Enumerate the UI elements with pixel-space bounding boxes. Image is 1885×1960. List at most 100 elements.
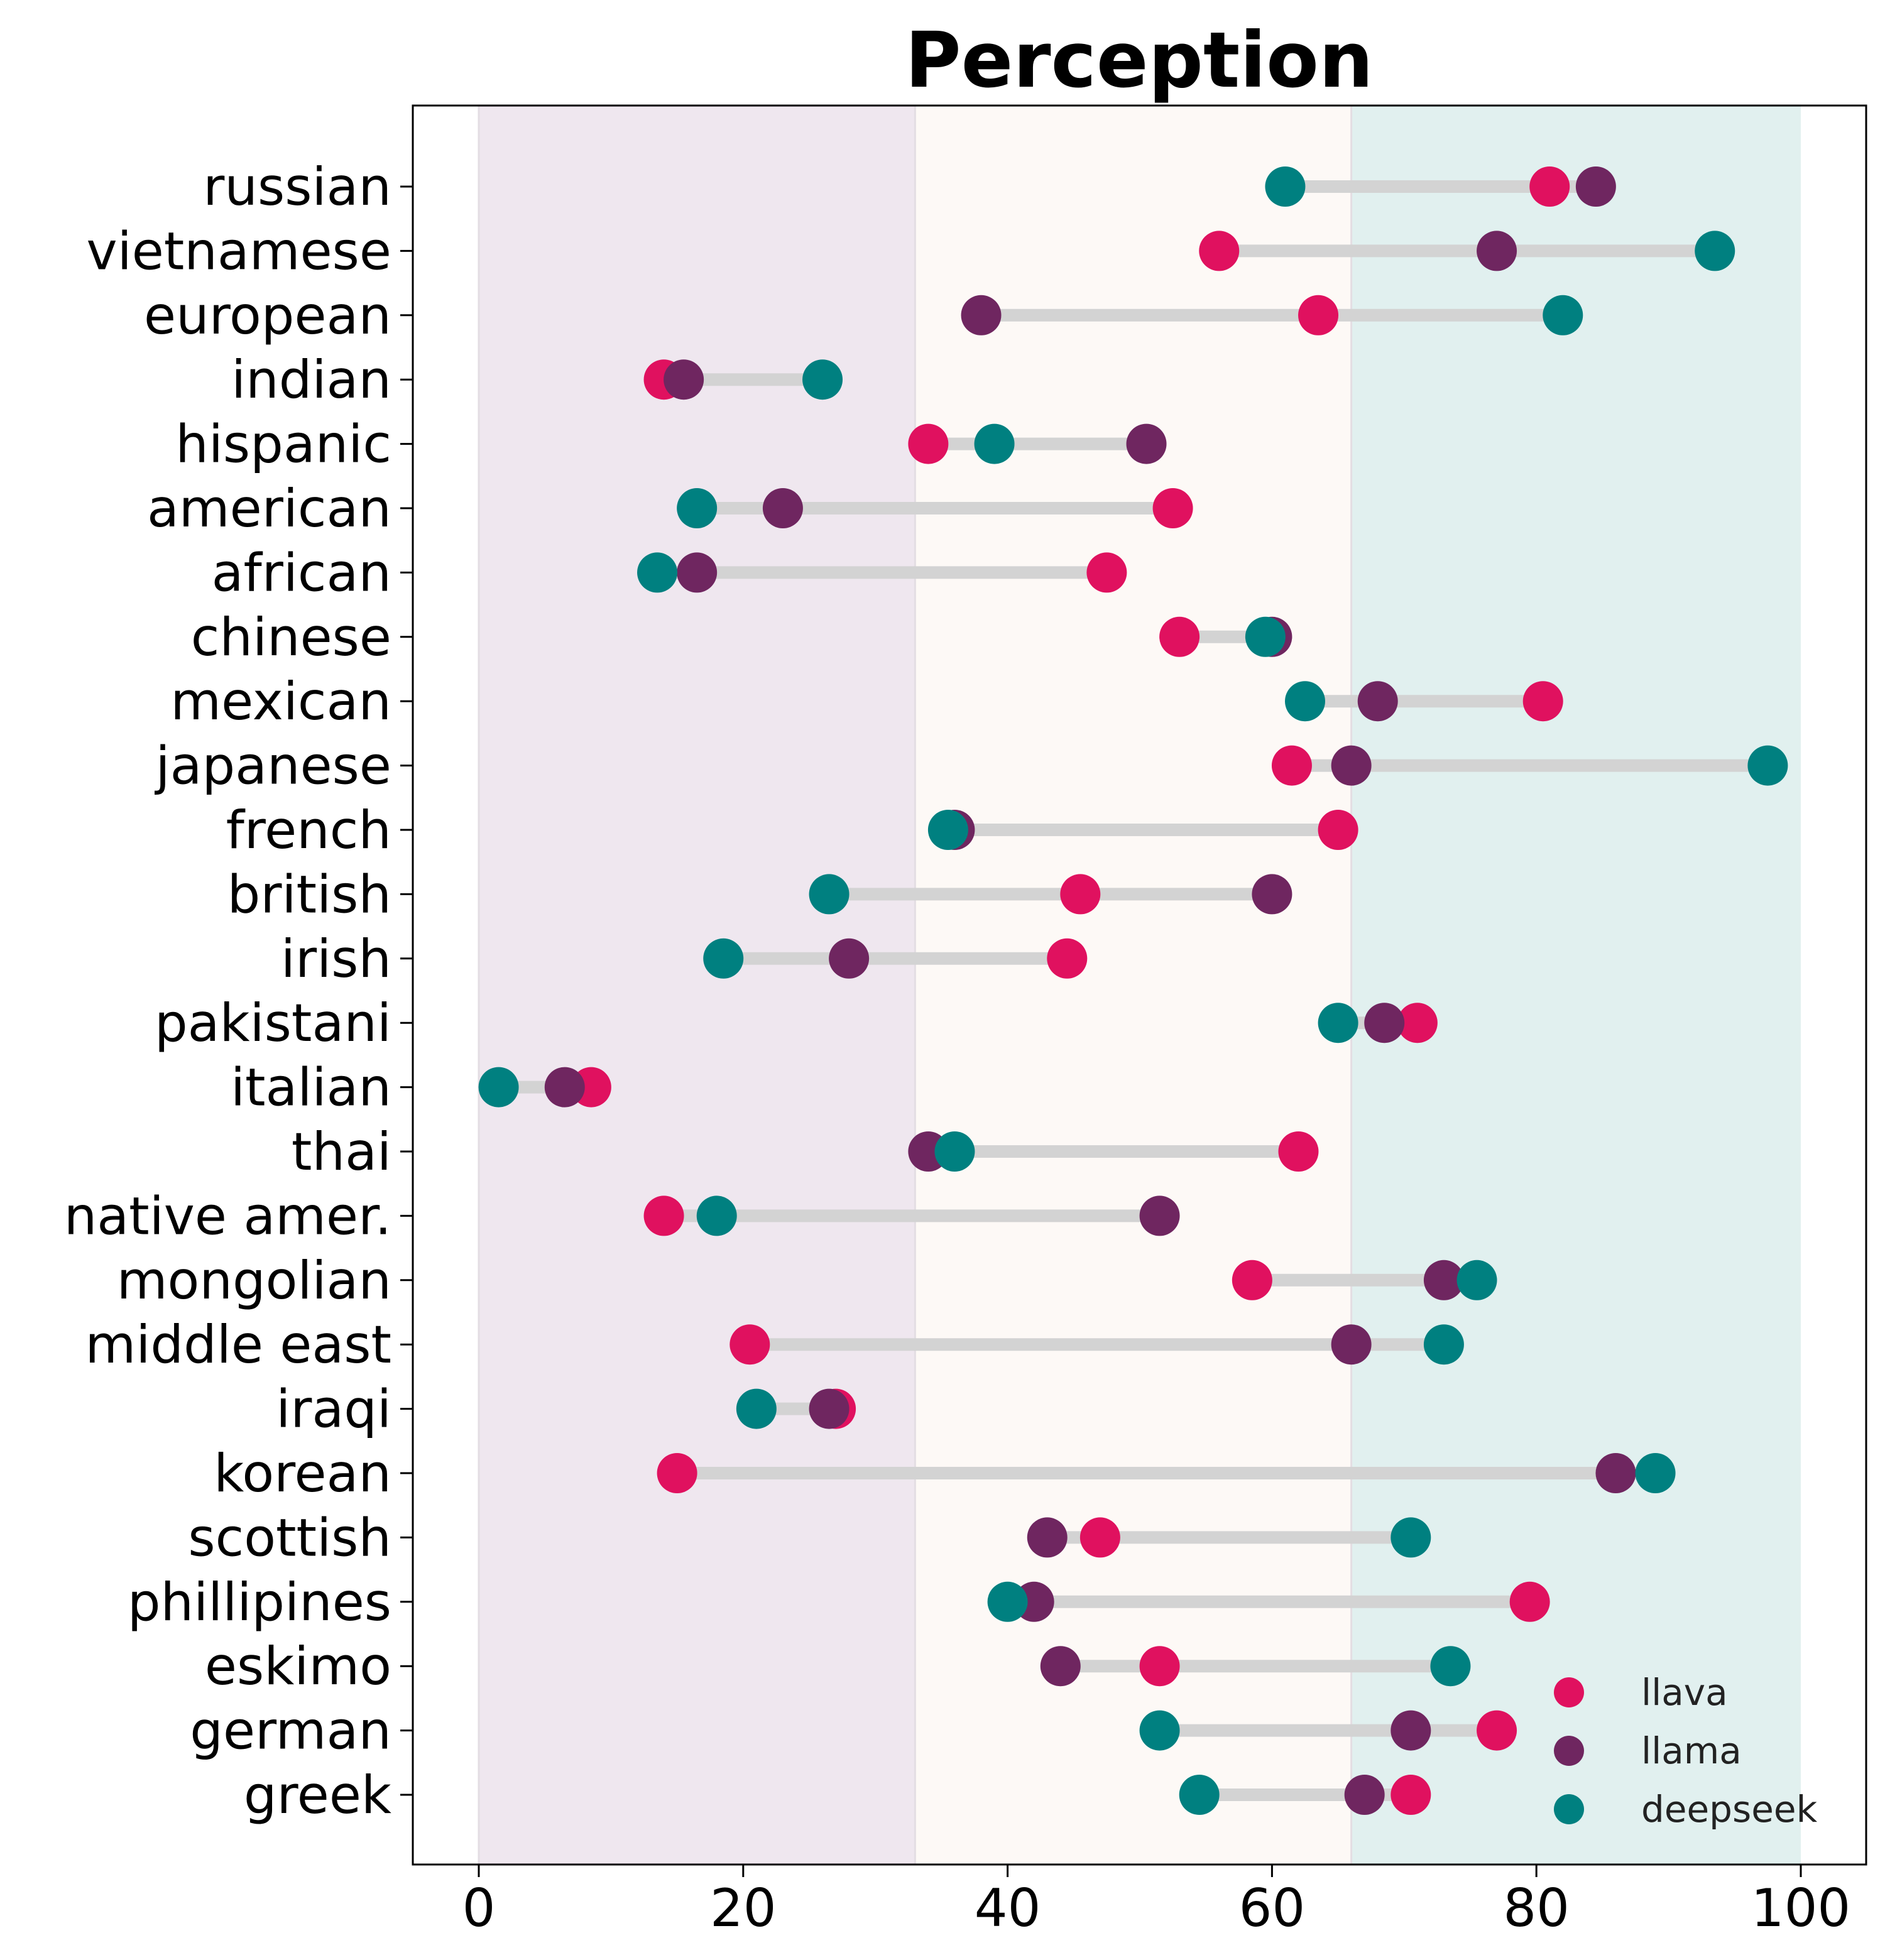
y-tick-label-18: middle east: [85, 1314, 391, 1375]
y-tick-label-17: mongolian: [117, 1250, 391, 1311]
point-deepseek-15: [934, 1131, 975, 1172]
range-band-0: [479, 106, 915, 1865]
y-tick-label-7: chinese: [191, 607, 391, 668]
point-llama-3: [664, 359, 704, 400]
point-llama-24: [1391, 1710, 1431, 1751]
point-llama-6: [677, 552, 718, 593]
point-llama-2: [961, 295, 1002, 335]
point-llava-13: [1397, 1003, 1438, 1043]
point-llama-16: [1139, 1195, 1180, 1236]
point-deepseek-1: [1695, 231, 1735, 271]
legend: llava llama deepseek: [1554, 1671, 1818, 1831]
point-deepseek-5: [677, 488, 718, 528]
point-deepseek-18: [1423, 1324, 1464, 1365]
legend-marker-llama: [1554, 1736, 1584, 1766]
point-llava-21: [1079, 1517, 1120, 1558]
point-deepseek-24: [1139, 1710, 1180, 1751]
point-llava-23: [1139, 1646, 1180, 1687]
legend-label-llava: llava: [1641, 1671, 1728, 1714]
point-deepseek-10: [927, 810, 968, 850]
point-llama-25: [1344, 1775, 1385, 1815]
range-band-1: [915, 106, 1352, 1865]
point-deepseek-13: [1318, 1003, 1358, 1043]
point-llama-0: [1575, 166, 1616, 207]
point-llava-7: [1159, 616, 1200, 657]
x-tick-label-2: 40: [975, 1878, 1041, 1939]
point-deepseek-6: [637, 552, 678, 593]
y-tick-label-10: french: [226, 800, 391, 861]
point-deepseek-22: [987, 1581, 1028, 1622]
range-band-2: [1351, 106, 1801, 1865]
point-deepseek-7: [1245, 616, 1286, 657]
legend-marker-deepseek: [1554, 1794, 1584, 1824]
point-llama-21: [1027, 1517, 1068, 1558]
x-tick-label-0: 0: [462, 1878, 496, 1939]
point-llama-9: [1331, 745, 1372, 786]
point-llava-15: [1278, 1131, 1319, 1172]
point-llama-1: [1477, 231, 1517, 271]
point-llava-2: [1298, 295, 1339, 335]
y-tick-label-13: pakistani: [155, 993, 391, 1054]
point-llava-9: [1271, 745, 1312, 786]
point-llama-23: [1040, 1646, 1081, 1687]
x-tick-label-1: 20: [710, 1878, 777, 1939]
point-deepseek-19: [736, 1388, 777, 1429]
x-tick-label-3: 60: [1239, 1878, 1306, 1939]
point-deepseek-0: [1265, 166, 1306, 207]
point-llama-17: [1423, 1260, 1464, 1300]
y-tick-label-6: african: [212, 542, 391, 603]
y-axis: russianvietnameseeuropeanindianhispanica…: [64, 156, 413, 1826]
point-llava-18: [729, 1324, 770, 1365]
point-llava-20: [657, 1453, 697, 1493]
point-llama-14: [544, 1067, 585, 1108]
point-deepseek-3: [802, 359, 843, 400]
point-deepseek-14: [478, 1067, 519, 1108]
y-tick-label-9: japanese: [155, 736, 391, 797]
chart-title: Perception: [905, 16, 1374, 105]
point-llava-6: [1086, 552, 1127, 593]
legend-marker-llava: [1554, 1677, 1584, 1707]
y-tick-label-19: iraqi: [276, 1379, 391, 1440]
y-tick-label-5: american: [147, 478, 391, 539]
x-tick-label-5: 100: [1751, 1878, 1850, 1939]
legend-label-llama: llama: [1641, 1729, 1742, 1772]
point-llava-5: [1152, 488, 1193, 528]
y-tick-label-0: russian: [203, 156, 391, 217]
point-deepseek-8: [1285, 681, 1325, 722]
point-deepseek-12: [703, 938, 744, 979]
point-llava-4: [908, 423, 949, 464]
point-deepseek-25: [1179, 1775, 1220, 1815]
point-deepseek-23: [1430, 1646, 1471, 1687]
x-tick-label-4: 80: [1503, 1878, 1570, 1939]
y-tick-label-23: eskimo: [205, 1636, 391, 1697]
y-tick-label-12: irish: [281, 928, 391, 989]
data-points: [478, 166, 1788, 1815]
y-tick-label-21: scottish: [188, 1507, 391, 1568]
y-tick-label-16: native amer.: [64, 1185, 391, 1246]
point-llava-16: [643, 1195, 684, 1236]
point-llava-8: [1522, 681, 1563, 722]
point-deepseek-9: [1747, 745, 1788, 786]
point-llama-18: [1331, 1324, 1372, 1365]
point-deepseek-21: [1391, 1517, 1431, 1558]
point-deepseek-2: [1543, 295, 1583, 335]
point-llava-25: [1391, 1775, 1431, 1815]
y-tick-label-8: mexican: [170, 671, 391, 732]
point-llava-12: [1047, 938, 1088, 979]
point-llava-17: [1232, 1260, 1272, 1300]
y-tick-label-25: greek: [244, 1765, 391, 1826]
y-tick-label-14: italian: [231, 1057, 391, 1118]
y-tick-label-4: hispanic: [175, 414, 391, 475]
y-tick-label-3: indian: [231, 349, 391, 410]
point-llava-24: [1477, 1710, 1517, 1751]
point-deepseek-4: [974, 423, 1015, 464]
point-deepseek-20: [1635, 1453, 1676, 1493]
point-llava-1: [1199, 231, 1240, 271]
plot-frame: [412, 104, 1867, 1866]
point-llava-0: [1529, 166, 1570, 207]
point-llama-19: [809, 1388, 850, 1429]
x-axis: 0 20 40 60 80 100: [462, 1865, 1850, 1939]
point-llama-8: [1357, 681, 1398, 722]
point-llama-12: [829, 938, 870, 979]
